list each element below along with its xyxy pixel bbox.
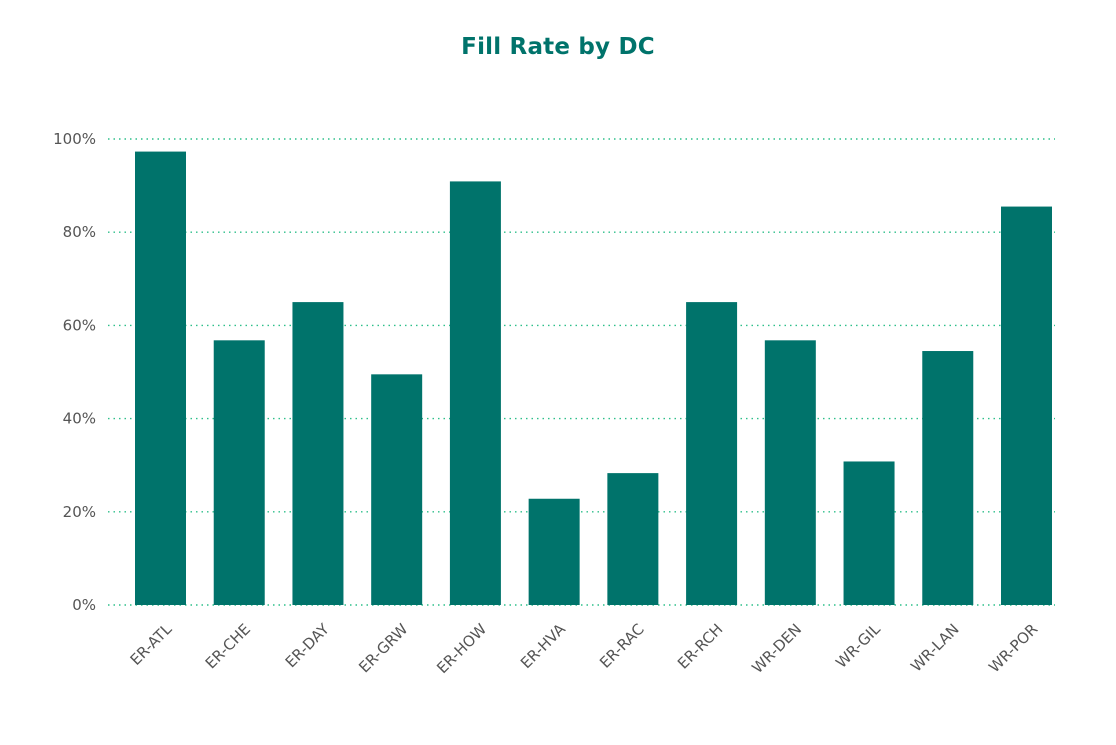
y-tick-label: 20%: [63, 503, 96, 521]
bar-wr-den: [764, 340, 816, 605]
bar-wr-lan: [922, 351, 974, 605]
x-tick-label: ER-RAC: [596, 620, 648, 672]
x-tick-label: ER-DAY: [282, 620, 334, 672]
bar-er-hva: [528, 498, 580, 605]
bar-er-rch: [686, 302, 738, 605]
bars: [135, 151, 1052, 605]
bar-er-rac: [607, 473, 659, 605]
x-tick-label: ER-RCH: [674, 620, 726, 672]
x-tick-label: WR-POR: [985, 620, 1041, 676]
y-tick-label: 100%: [53, 130, 96, 148]
bar-wr-gil: [843, 461, 895, 605]
x-tick-label: ER-HVA: [517, 620, 570, 673]
bar-wr-por: [1001, 206, 1052, 605]
y-tick-label: 60%: [63, 316, 96, 334]
x-tick-label: ER-ATL: [127, 620, 176, 669]
x-tick-label: WR-LAN: [907, 620, 962, 675]
bar-er-grw: [371, 374, 423, 605]
x-tick-label: ER-GRW: [355, 620, 411, 676]
y-axis-tick-labels: 0% 20% 40% 60% 80% 100%: [53, 130, 96, 614]
y-tick-label: 80%: [63, 223, 96, 241]
y-tick-label: 0%: [72, 596, 96, 614]
bar-er-day: [292, 302, 344, 605]
x-tick-label: WR-GIL: [832, 620, 884, 672]
chart-title: Fill Rate by DC: [461, 34, 655, 60]
x-tick-label: ER-HOW: [433, 620, 490, 677]
x-axis-category-labels: ER-ATL ER-CHE ER-DAY ER-GRW ER-HOW ER-HVA ER-R…: [127, 620, 1042, 678]
x-tick-label: WR-DEN: [748, 620, 805, 677]
x-tick-label: ER-CHE: [202, 620, 254, 672]
gridlines: [108, 138, 1055, 606]
bar-er-che: [213, 340, 265, 605]
y-tick-label: 40%: [63, 410, 96, 428]
bar-er-atl: [135, 151, 186, 605]
bar-er-how: [449, 181, 501, 605]
